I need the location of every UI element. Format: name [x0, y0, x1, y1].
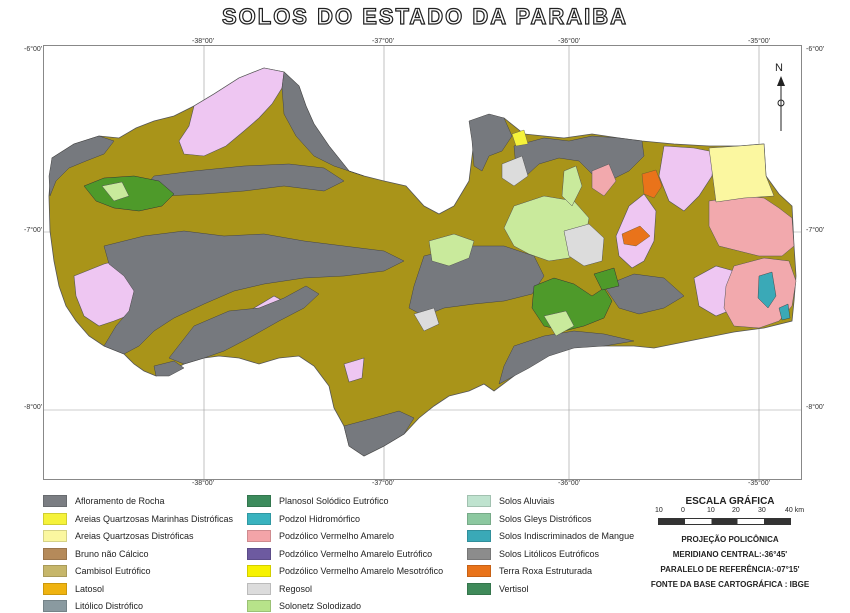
coord-left-1: -6°00' — [24, 46, 43, 53]
legend-label: Solos Indiscriminados de Mangue — [499, 531, 635, 541]
legend-swatch — [247, 600, 271, 612]
orange-soil-regions — [621, 169, 663, 247]
legend-swatch — [467, 547, 491, 560]
legend-swatch — [43, 582, 67, 595]
legend-item: Solos Gleys Distróficos — [467, 512, 592, 526]
legend-label: Latosol — [75, 583, 105, 594]
legend-label: Solonetz Solodizado — [279, 601, 362, 611]
scale-tick: 0 — [681, 507, 685, 514]
legend-label: Solos Gleys Distróficos — [499, 513, 592, 524]
map-title: SOLOS DO ESTADO DA PARAIBA — [221, 3, 629, 29]
legend-item: Podzol Hidromórfico — [247, 512, 360, 526]
legend-label: Podzólico Vermelho Amarelo Mesotrófico — [279, 566, 444, 576]
mangrove-regions — [757, 271, 791, 321]
legend-item: Solos Aluviais — [467, 494, 555, 508]
legend-label: Terra Roxa Estruturada — [499, 566, 593, 576]
scale-bar-container: 10 0 10 20 30 40 km — [645, 507, 815, 529]
legend-swatch — [43, 512, 67, 525]
legend-label: Podzol Hidromórfico — [279, 513, 361, 524]
legend-label: Litólico Distrófico — [75, 601, 144, 611]
legend-item: Solonetz Solodizado — [247, 599, 361, 613]
coord-top-4: -35°00' — [748, 38, 771, 45]
legend-label: Afloramento de Rocha — [75, 496, 165, 506]
legend-label: Podzólico Vermelho Amarelo Eutrófico — [279, 548, 433, 559]
legend-item: Planosol Solódico Eutrófico — [247, 494, 389, 508]
rock-outcrop-regions — [48, 71, 685, 457]
legend-label: Vertisol — [499, 583, 529, 594]
coord-left-2: -7°00' — [24, 227, 43, 234]
legend-swatch — [43, 600, 67, 612]
scale-tick: 10 — [707, 507, 715, 514]
legend-swatch — [467, 530, 491, 542]
meridian-text: MERIDIANO CENTRAL:-36°45' — [672, 550, 788, 559]
soil-map[interactable]: N — [44, 46, 801, 479]
legend-item: Podzólico Vermelho Amarelo Mesotrófico — [247, 564, 443, 578]
legend-swatch — [467, 582, 491, 595]
legend-item: Afloramento de Rocha — [43, 494, 165, 508]
legend-item: Podzólico Vermelho Amarelo Eutrófico — [247, 547, 432, 561]
legend-swatch — [43, 495, 67, 507]
legend-swatch — [247, 512, 271, 525]
scale-tick: 10 — [655, 507, 663, 514]
parallel-text: PARALELO DE REFERÊNCIA:-07°15' — [660, 565, 800, 574]
legend-item: Areias Quartzosas Marinhas Distróficas — [43, 512, 233, 526]
scale-tick: 30 — [758, 507, 766, 514]
projection-text: PROJEÇÃO POLICÔNICA — [681, 535, 779, 544]
coord-bottom-3: -36°00' — [558, 480, 581, 487]
scale-bar — [658, 518, 791, 525]
legend-swatch — [467, 565, 491, 577]
coord-right-1: -6°00' — [806, 46, 825, 53]
legend-swatch — [43, 565, 67, 577]
legend-label: Podzólico Vermelho Amarelo — [279, 531, 395, 541]
legend-label: Planosol Solódico Eutrófico — [279, 496, 389, 506]
legend-swatch — [247, 495, 271, 507]
legend-swatch — [247, 547, 271, 560]
legend-swatch — [43, 530, 67, 542]
coord-bottom-4: -35°00' — [748, 480, 771, 487]
legend-item: Solos Litólicos Eutróficos — [467, 547, 599, 561]
legend-item: Podzólico Vermelho Amarelo — [247, 529, 394, 543]
legend-swatch — [467, 495, 491, 507]
legend-item: Regosol — [247, 582, 312, 596]
legend-swatch — [247, 582, 271, 595]
legend-label: Solos Litólicos Eutróficos — [499, 548, 600, 559]
coord-left-3: -8°00' — [24, 404, 43, 411]
legend-label: Areias Quartzosas Marinhas Distróficas — [75, 513, 234, 524]
source-text: FONTE DA BASE CARTOGRÁFICA : IBGE — [650, 580, 810, 589]
legend-item: Cambisol Eutrófico — [43, 564, 151, 578]
legend-item: Bruno não Cálcico — [43, 547, 149, 561]
coord-top-1: -38°00' — [192, 38, 215, 45]
legend-item: Solos Indiscriminados de Mangue — [467, 529, 634, 543]
coord-right-3: -8°00' — [806, 404, 825, 411]
north-label: N — [775, 62, 783, 74]
coord-right-2: -7°00' — [806, 227, 825, 234]
legend-swatch — [247, 530, 271, 542]
legend-label: Regosol — [279, 583, 313, 594]
coord-bottom-2: -37°00' — [372, 480, 395, 487]
legend-item: Terra Roxa Estruturada — [467, 564, 592, 578]
legend-label: Areias Quartzosas Distróficas — [75, 531, 194, 541]
legend-item: Areias Quartzosas Distróficas — [43, 529, 194, 543]
coord-top-2: -37°00' — [372, 38, 395, 45]
scale-tick: 20 — [732, 507, 740, 514]
regosol-regions — [413, 155, 605, 332]
coord-bottom-1: -38°00' — [192, 480, 215, 487]
north-arrow-icon — [777, 76, 785, 131]
pale-yellow-soil-region — [708, 143, 775, 203]
legend-item: Litólico Distrófico — [43, 599, 143, 613]
coord-top-3: -36°00' — [558, 38, 581, 45]
legend-label: Solos Aluviais — [499, 496, 555, 506]
scale-tick: 40 km — [785, 507, 805, 514]
legend-label: Cambisol Eutrófico — [75, 566, 151, 576]
legend-item: Latosol — [43, 582, 104, 596]
legend-label: Bruno não Cálcico — [75, 548, 149, 559]
legend-swatch — [247, 565, 271, 577]
scale-title: ESCALA GRÁFICA — [685, 496, 775, 507]
legend-swatch — [467, 512, 491, 525]
legend-swatch — [43, 547, 67, 560]
map-frame: N — [43, 45, 802, 480]
legend-item: Vertisol — [467, 582, 529, 596]
scale-block: ESCALA GRÁFICA 10 0 10 20 30 40 km PROJE… — [645, 496, 815, 589]
yellow-soil-region — [511, 129, 529, 147]
